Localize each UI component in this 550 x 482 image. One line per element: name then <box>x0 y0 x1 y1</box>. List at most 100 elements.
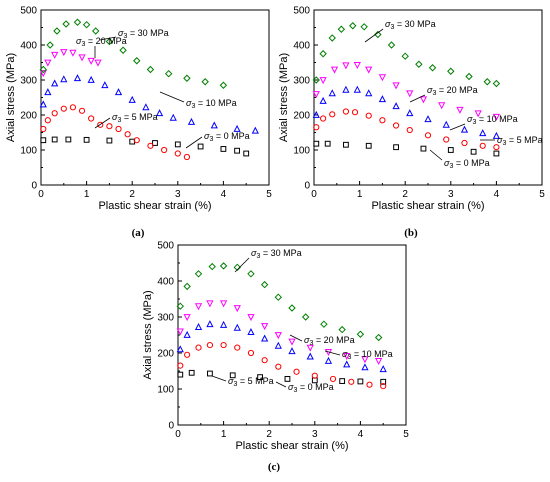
data-point <box>233 305 241 313</box>
data-point <box>492 79 501 88</box>
data-point <box>219 262 228 270</box>
data-point <box>87 75 95 83</box>
series-annotation: σ3 = 0 MPa <box>204 131 250 143</box>
data-point <box>493 144 500 151</box>
data-point <box>247 314 255 322</box>
data-point <box>342 62 350 70</box>
data-point <box>351 109 359 116</box>
data-point <box>342 85 350 93</box>
y-tick-label: 400 <box>20 41 37 52</box>
data-point <box>328 89 336 97</box>
y-tick-label: 0 <box>31 181 37 192</box>
series-3 <box>176 300 383 366</box>
x-tick-label: 0 <box>38 189 44 200</box>
x-tick-label: 5 <box>266 189 272 200</box>
y-tick-label: 300 <box>293 76 310 87</box>
data-point <box>187 117 196 125</box>
data-point <box>353 85 361 93</box>
data-point <box>53 27 61 35</box>
data-point <box>257 374 263 381</box>
data-point <box>447 67 455 75</box>
data-point <box>147 142 154 149</box>
panel-label: (c) <box>268 461 281 473</box>
data-point <box>288 338 296 346</box>
data-point <box>361 363 369 371</box>
data-point <box>275 363 282 370</box>
data-point <box>366 381 373 388</box>
data-point <box>420 145 427 152</box>
data-point <box>312 110 320 118</box>
data-point <box>378 95 387 103</box>
data-point <box>40 125 47 133</box>
data-point <box>206 300 214 308</box>
x-tick-label: 4 <box>494 189 500 200</box>
x-tick-label: 2 <box>266 429 272 440</box>
data-point <box>406 90 414 98</box>
data-point <box>492 113 501 121</box>
series-annotation-arrow <box>99 36 117 41</box>
data-point <box>106 123 113 130</box>
data-point <box>220 341 227 349</box>
data-point <box>380 378 387 385</box>
x-tick-label: 4 <box>358 429 364 440</box>
data-point <box>78 54 86 62</box>
data-point <box>62 20 70 28</box>
data-point <box>46 41 54 49</box>
data-point <box>69 104 77 111</box>
data-point <box>460 125 469 133</box>
data-point <box>247 328 255 336</box>
data-point <box>184 351 191 358</box>
data-point <box>142 103 150 111</box>
data-point <box>343 141 349 148</box>
data-point <box>479 142 486 149</box>
data-point <box>114 88 123 96</box>
data-point <box>293 368 300 375</box>
data-point <box>233 124 241 132</box>
data-point <box>152 140 158 146</box>
data-point <box>201 78 209 86</box>
data-point <box>288 347 296 355</box>
data-point <box>169 113 177 121</box>
y-tick-label: 0 <box>168 421 174 432</box>
x-tick-label: 4 <box>221 189 227 200</box>
data-point <box>438 102 446 110</box>
data-point <box>133 137 140 144</box>
data-point <box>261 357 268 364</box>
data-point <box>319 77 327 85</box>
data-point <box>161 146 168 154</box>
x-tick-label: 2 <box>402 189 408 200</box>
data-point <box>87 57 95 65</box>
series-annotation: σ3 = 30 MPa <box>385 19 436 31</box>
data-point <box>424 132 432 139</box>
data-point <box>69 49 77 57</box>
data-point <box>320 115 327 122</box>
data-point <box>177 362 184 369</box>
data-point <box>339 378 346 384</box>
data-point <box>474 110 482 118</box>
data-point <box>443 136 450 143</box>
data-point <box>101 81 109 89</box>
x-tick-label: 3 <box>448 189 454 200</box>
data-point <box>319 50 327 58</box>
series-annotation-arrow <box>289 334 303 342</box>
series-0 <box>177 369 387 385</box>
data-point <box>210 121 218 129</box>
data-point <box>274 332 282 340</box>
series-annotation-arrow <box>159 91 185 103</box>
series-annotation-arrow <box>429 149 443 161</box>
data-point <box>51 79 59 87</box>
data-point <box>183 153 191 161</box>
series-annotation: σ3 = 0 MPa <box>288 382 334 394</box>
data-point <box>115 125 122 133</box>
data-point <box>183 74 191 82</box>
data-point <box>374 30 382 39</box>
data-point <box>164 69 173 78</box>
data-point <box>82 20 91 29</box>
data-point <box>442 120 450 128</box>
data-point <box>365 112 372 119</box>
data-point <box>39 70 47 78</box>
data-point <box>146 65 155 74</box>
y-tick-label: 500 <box>293 6 310 17</box>
data-point <box>128 95 136 103</box>
data-point <box>360 23 368 31</box>
